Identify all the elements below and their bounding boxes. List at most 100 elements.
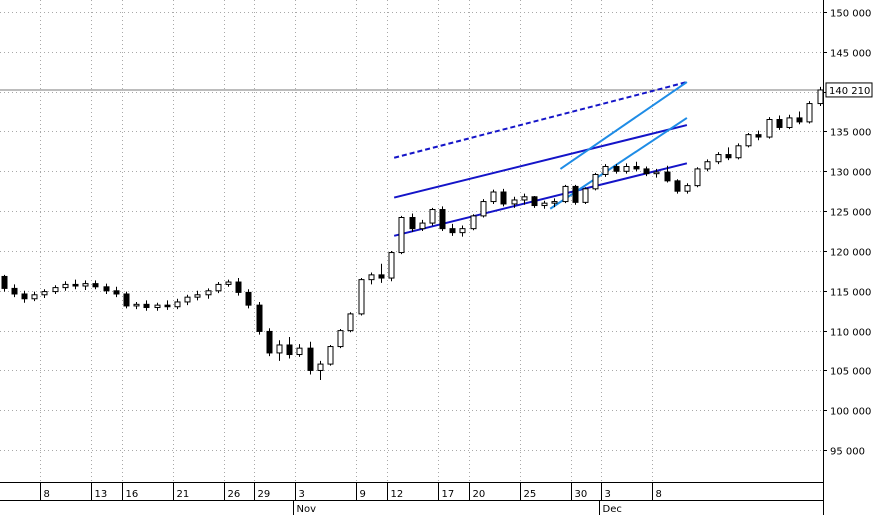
candle (337, 329, 344, 349)
candle (21, 290, 28, 303)
candle (1, 274, 8, 292)
candle (72, 279, 79, 290)
candle (276, 340, 283, 361)
candle-body (184, 296, 191, 303)
x-day-tick-label: 26 (228, 489, 241, 500)
y-tick-label: 145 000 (830, 49, 871, 60)
candle (541, 200, 548, 209)
x-day-tick-label: 30 (575, 489, 588, 500)
candle-body (143, 303, 150, 309)
candle (103, 283, 110, 294)
candle-body (21, 293, 28, 300)
candle-body (307, 347, 314, 371)
candle-body (225, 281, 232, 285)
candle-body (164, 304, 171, 308)
x-day-tick-label: 12 (391, 489, 404, 500)
y-tick-label: 135 000 (830, 128, 871, 139)
candle-body (715, 154, 722, 163)
candle (317, 360, 324, 381)
candle (164, 300, 171, 310)
candle (429, 207, 436, 226)
trend-line (393, 124, 688, 199)
candle-body (194, 294, 201, 298)
candle (664, 165, 671, 183)
candle (358, 278, 365, 316)
candle (215, 282, 222, 294)
candle (113, 286, 120, 298)
candle-body (725, 154, 732, 159)
candle-body (786, 117, 793, 128)
candle (388, 250, 395, 282)
candle-body (235, 281, 242, 293)
candle-body (755, 134, 762, 138)
candle (684, 183, 691, 194)
x-month-tick-label: Nov (297, 504, 317, 515)
candle (133, 301, 140, 310)
y-axis: 95 000 100 000 105 000 110 000 115 000 120 00… (823, 9, 873, 458)
candle-body (123, 293, 130, 307)
candle (368, 272, 375, 285)
x-day-tick-label: 29 (258, 489, 271, 500)
candle (531, 195, 538, 208)
candle (500, 188, 507, 207)
candle (745, 133, 752, 148)
x-month-tick-label: Dec (603, 504, 622, 515)
candle (52, 285, 59, 294)
x-day-tick-label: 17 (442, 489, 455, 500)
candle (459, 225, 466, 237)
candle (786, 114, 793, 130)
candle-body (296, 347, 303, 356)
x-day-tick-label: 16 (126, 489, 139, 500)
trend-line (559, 81, 688, 170)
candle (31, 291, 38, 302)
candle-body (429, 209, 436, 224)
candle (480, 199, 487, 218)
candle (490, 189, 497, 204)
candle-body (602, 166, 609, 175)
candle (123, 291, 130, 309)
candle-body (541, 202, 548, 207)
candle (653, 168, 660, 178)
x-day-tick-label: 21 (177, 489, 190, 500)
candle (296, 344, 303, 357)
candle-body (133, 303, 140, 307)
candle (409, 213, 416, 232)
candle (184, 294, 191, 306)
candle (796, 111, 803, 125)
candle (572, 184, 579, 205)
candle-body (409, 216, 416, 230)
chart-frame (0, 0, 824, 515)
candle-body (154, 304, 161, 309)
candle-body (398, 216, 405, 254)
candle-body (776, 119, 783, 128)
candle-body (735, 145, 742, 159)
candle-body (174, 301, 181, 308)
candle-body (11, 287, 18, 295)
y-tick-label: 150 000 (830, 9, 871, 20)
candle (194, 290, 201, 301)
candle-body (103, 286, 110, 292)
candle (806, 101, 813, 124)
candle (817, 86, 824, 106)
candle-body (276, 344, 283, 354)
x-day-tick-label: 3 (605, 489, 611, 500)
candle-body (766, 119, 773, 138)
candle-body (745, 134, 752, 147)
candle-body (551, 201, 558, 204)
candle-body (582, 188, 589, 203)
candle-body (817, 89, 824, 105)
candle (725, 147, 732, 161)
candle-body (215, 283, 222, 292)
candle (521, 193, 528, 205)
grid-lines (0, 0, 823, 482)
y-tick-label: 95 000 (830, 447, 865, 458)
candle-body (378, 274, 385, 279)
candle-body (633, 166, 640, 170)
candle-body (92, 283, 99, 288)
candle (674, 179, 681, 194)
candle (704, 159, 711, 172)
x-day-tick-label: 9 (360, 489, 366, 500)
candle-body (52, 287, 59, 293)
candle (327, 344, 334, 366)
candle (307, 341, 314, 375)
